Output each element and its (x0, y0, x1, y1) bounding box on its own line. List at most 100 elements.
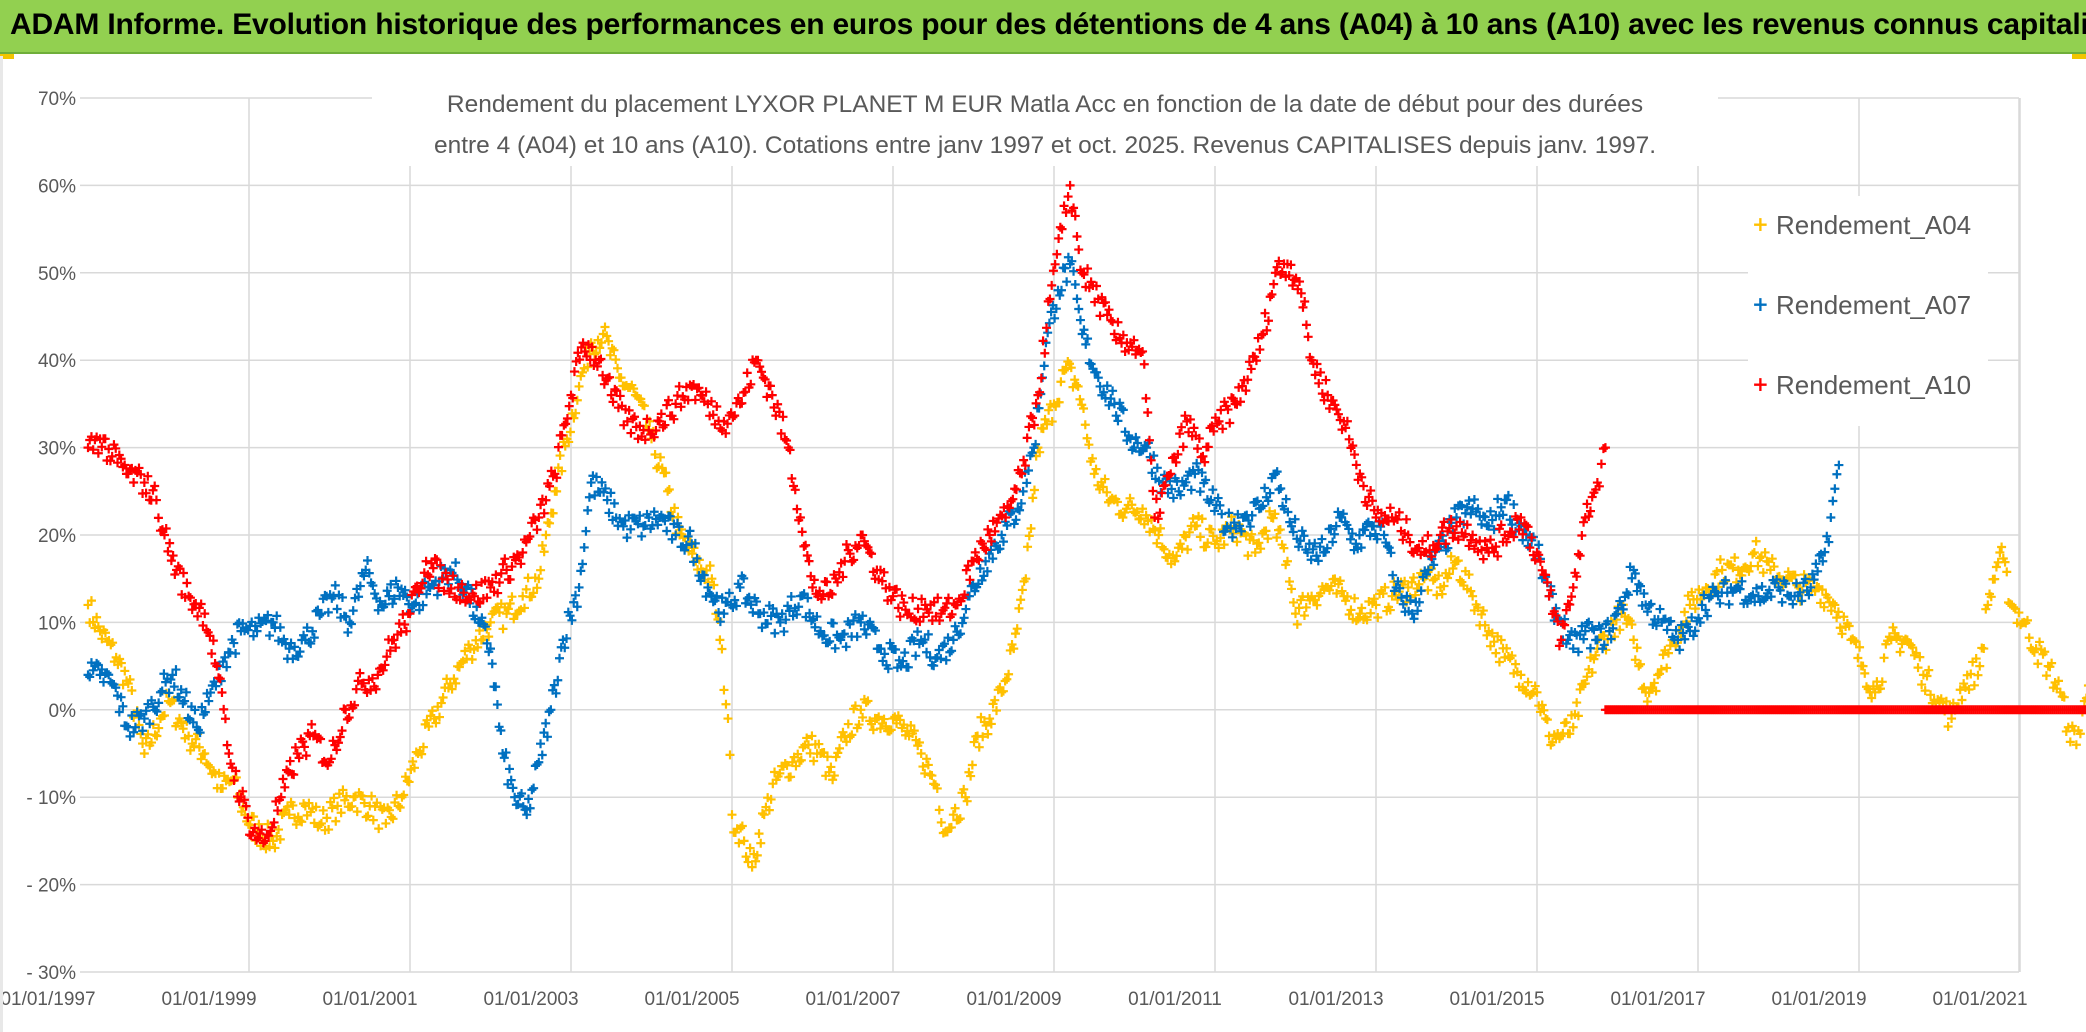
data-point-marker (985, 530, 995, 540)
data-point-marker (451, 558, 461, 568)
data-point-marker (477, 613, 487, 623)
data-point-marker (1031, 439, 1041, 449)
data-point-marker (909, 614, 919, 624)
data-point-marker (364, 568, 374, 578)
data-point-marker (1577, 621, 1587, 631)
data-point-marker (759, 608, 769, 618)
data-point-marker (308, 626, 318, 636)
data-point-marker (1530, 555, 1540, 565)
data-point-marker (735, 582, 745, 592)
data-point-marker (578, 338, 588, 348)
data-point-marker (597, 477, 607, 487)
data-point-marker (712, 401, 722, 411)
data-point-marker (297, 817, 307, 827)
data-point-marker (1020, 461, 1030, 471)
data-point-marker (863, 696, 873, 706)
data-point-marker (799, 541, 809, 551)
data-point-marker (1185, 414, 1195, 424)
data-point-marker (148, 485, 158, 495)
data-point-marker (480, 622, 490, 632)
data-point-marker (1371, 600, 1381, 610)
data-point-marker (1260, 308, 1270, 318)
data-point-marker (523, 794, 533, 804)
data-point-marker (279, 634, 289, 644)
data-point-marker (1209, 426, 1219, 436)
data-point-marker (502, 565, 512, 575)
data-point-marker (1403, 582, 1413, 592)
data-point-marker (1975, 661, 1985, 671)
data-point-marker (400, 585, 410, 595)
data-point-marker (1630, 655, 1640, 665)
data-point-marker (583, 362, 593, 372)
data-point-marker (1091, 464, 1101, 474)
data-point-marker (451, 678, 461, 688)
data-point-marker (1118, 405, 1128, 415)
data-point-marker (995, 544, 1005, 554)
data-point-marker (1062, 277, 1072, 287)
data-point-marker (400, 619, 410, 629)
data-point-marker (1733, 565, 1743, 575)
data-point-marker (1516, 513, 1526, 523)
data-point-marker (245, 820, 255, 830)
data-point-marker (1046, 307, 1056, 317)
data-point-marker (92, 612, 102, 622)
data-point-marker (500, 554, 510, 564)
data-point-marker (1017, 585, 1027, 595)
data-point-marker (1818, 556, 1828, 566)
data-point-marker (1498, 510, 1508, 520)
data-point-marker (1632, 643, 1642, 653)
x-tick-label: 01/01/1999 (161, 989, 256, 1010)
data-point-marker (1097, 292, 1107, 302)
data-point-marker (762, 619, 772, 629)
data-point-marker (1192, 521, 1202, 531)
data-point-marker (1129, 335, 1139, 345)
data-point-marker (506, 775, 516, 785)
data-point-marker (1001, 513, 1011, 523)
data-point-marker (808, 582, 817, 592)
data-point-marker (95, 670, 105, 680)
data-point-marker (694, 383, 704, 393)
data-point-marker (1218, 424, 1228, 434)
data-point-marker (690, 395, 700, 405)
data-point-marker (1344, 610, 1354, 620)
data-point-marker (534, 513, 544, 523)
data-point-marker (525, 531, 535, 541)
data-point-marker (514, 552, 524, 562)
data-point-marker (116, 692, 126, 702)
data-point-marker (1720, 575, 1730, 585)
data-point-marker (421, 556, 431, 566)
data-point-marker (1539, 705, 1549, 715)
data-point-marker (867, 719, 877, 729)
data-point-marker (1322, 543, 1332, 553)
data-point-marker (1697, 600, 1707, 610)
data-point-marker (380, 660, 390, 670)
data-point-marker (1075, 315, 1085, 325)
data-point-marker (168, 551, 178, 561)
data-point-marker (1002, 520, 1012, 530)
data-point-marker (712, 591, 722, 601)
data-point-marker (998, 537, 1008, 547)
data-point-marker (1496, 502, 1506, 512)
data-point-marker (250, 621, 260, 631)
x-tick-label: 01/01/2001 (322, 989, 417, 1010)
data-point-marker (389, 594, 399, 604)
data-point-marker (635, 511, 645, 521)
data-point-marker (665, 511, 675, 521)
data-point-marker (2002, 567, 2012, 577)
data-point-marker (1125, 493, 1135, 503)
data-point-marker (1596, 459, 1606, 469)
data-point-marker (1038, 336, 1048, 346)
data-point-marker (1572, 572, 1582, 582)
data-point-marker (205, 631, 215, 641)
data-point-marker (786, 592, 796, 602)
data-point-marker (622, 416, 632, 426)
data-point-marker (1235, 521, 1245, 531)
data-point-marker (1243, 551, 1253, 561)
data-point-marker (147, 695, 157, 705)
y-tick-label: 20% (38, 526, 76, 547)
data-point-marker (541, 495, 551, 505)
data-point-marker (1065, 180, 1075, 190)
data-point-marker (1282, 556, 1292, 566)
data-point-marker (1708, 582, 1718, 592)
data-point-marker (1468, 591, 1478, 601)
